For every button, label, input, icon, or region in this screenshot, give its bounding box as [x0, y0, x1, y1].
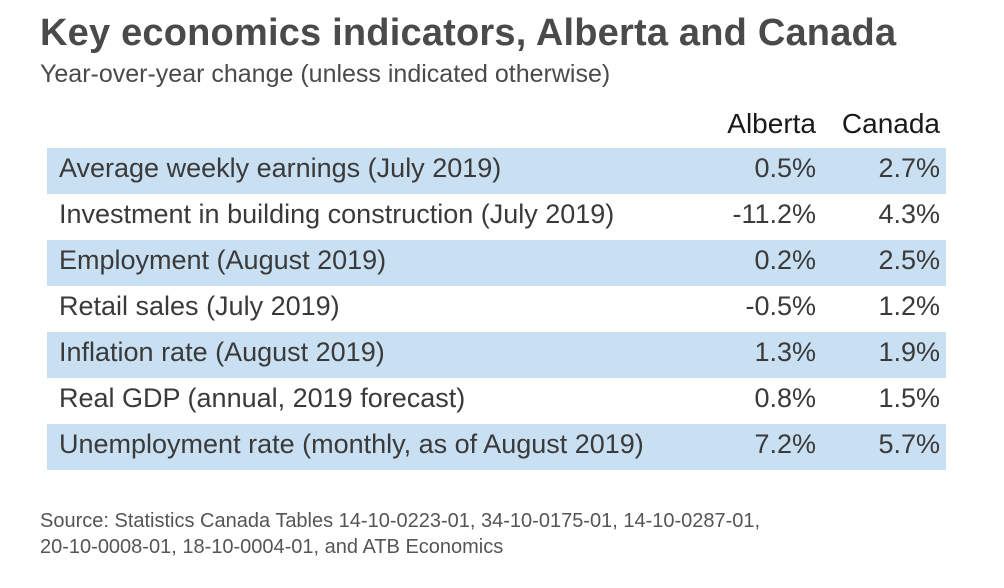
page-title: Key economics indicators, Alberta and Ca… [40, 12, 897, 54]
source-line: 20-10-0008-01, 18-10-0004-01, and ATB Ec… [40, 536, 504, 558]
canada-value: 1.5% [878, 383, 940, 413]
alberta-value: -11.2% [732, 199, 816, 229]
page-subtitle: Year-over-year change (unless indicated … [40, 60, 611, 88]
alberta-value: 0.2% [754, 245, 816, 275]
alberta-value: 7.2% [754, 429, 816, 459]
row-label: Real GDP (annual, 2019 forecast) [59, 383, 466, 413]
column-header-alberta: Alberta [727, 108, 816, 139]
row-label: Inflation rate (August 2019) [59, 337, 385, 367]
row-label: Employment (August 2019) [59, 245, 387, 275]
canada-value: 1.2% [878, 291, 940, 321]
alberta-value: 0.8% [754, 383, 816, 413]
table-row: Inflation rate (August 2019) 1.3% 1.9% [47, 332, 946, 378]
table-row: Investment in building construction (Jul… [47, 194, 946, 240]
canada-value: 2.7% [878, 153, 940, 183]
canada-value: 5.7% [878, 429, 940, 459]
column-header-canada: Canada [841, 108, 940, 139]
alberta-value: 0.5% [754, 153, 816, 183]
indicators-table: Alberta Canada Average weekly earnings (… [47, 102, 946, 470]
table-header-row: Alberta Canada [47, 102, 946, 148]
table-row: Real GDP (annual, 2019 forecast) 0.8% 1.… [47, 378, 946, 424]
row-label: Unemployment rate (monthly, as of August… [59, 429, 644, 459]
row-label: Retail sales (July 2019) [59, 291, 340, 321]
canada-value: 2.5% [878, 245, 940, 275]
source-line: Source: Statistics Canada Tables 14-10-0… [40, 510, 761, 532]
table-row: Unemployment rate (monthly, as of August… [47, 424, 946, 470]
table-row: Employment (August 2019) 0.2% 2.5% [47, 240, 946, 286]
canada-value: 4.3% [878, 199, 940, 229]
row-label: Investment in building construction (Jul… [59, 199, 615, 229]
canada-value: 1.9% [878, 337, 940, 367]
row-label: Average weekly earnings (July 2019) [59, 153, 502, 183]
alberta-value: -0.5% [745, 291, 816, 321]
table-row: Retail sales (July 2019) -0.5% 1.2% [47, 286, 946, 332]
source-note: Source: Statistics Canada Tables 14-10-0… [40, 508, 940, 560]
alberta-value: 1.3% [754, 337, 816, 367]
table-row: Average weekly earnings (July 2019) 0.5%… [47, 148, 946, 194]
